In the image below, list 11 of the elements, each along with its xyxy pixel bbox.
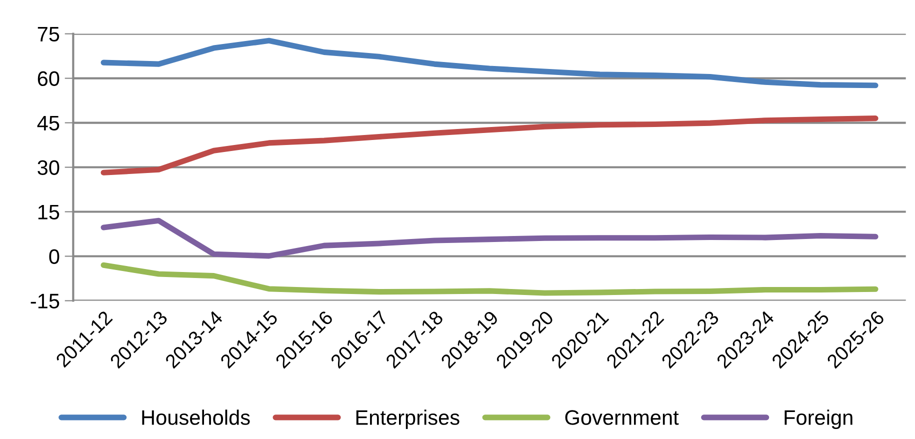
y-tick-label: 30 xyxy=(38,160,60,176)
legend-label: Enterprises xyxy=(356,410,460,430)
legend-label: Foreign xyxy=(784,410,852,430)
y-tick-label: 45 xyxy=(37,116,60,131)
y-tick-label: -15 xyxy=(30,294,60,308)
legend-label: Households xyxy=(142,410,250,425)
y-tick-label: 15 xyxy=(38,204,60,220)
legend-label: Government xyxy=(565,410,679,425)
y-tick-label: 60 xyxy=(38,71,60,86)
y-tick-label: 75 xyxy=(38,27,60,42)
y-tick-label: 0 xyxy=(49,249,60,264)
